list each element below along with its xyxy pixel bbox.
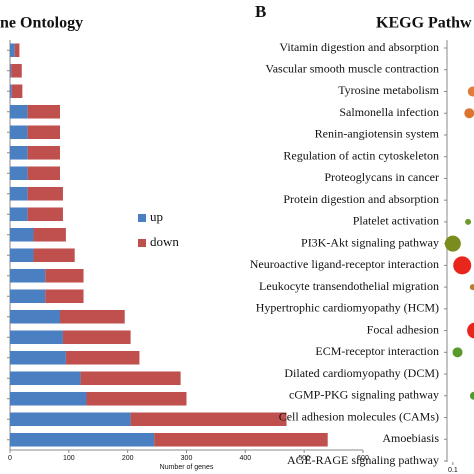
y-tick-label: Protein digestion and absorption	[283, 192, 439, 206]
bar-segment	[10, 166, 28, 181]
panel-label: B	[255, 2, 266, 21]
bar-segment	[10, 371, 81, 386]
bar-segment	[27, 145, 61, 160]
chart-title: ne Ontology	[0, 15, 83, 32]
x-axis-label: Number of genes	[160, 464, 214, 471]
x-tick-label: 300	[181, 455, 193, 462]
bar-segment	[65, 350, 140, 365]
x-tick-label: 200	[122, 455, 134, 462]
bar-segment	[10, 330, 63, 345]
y-tick-label: Proteoglycans in cancer	[324, 170, 439, 184]
bar-segment	[10, 248, 34, 263]
y-tick-label: Cell adhesion molecules (CAMs)	[279, 409, 439, 423]
bar-segment	[60, 309, 125, 324]
y-tick-label: Neuroactive ligand-receptor interaction	[250, 257, 439, 271]
bar-segment	[10, 207, 28, 222]
y-tick-label: Vascular smooth muscle contraction	[265, 61, 439, 75]
bar-segment	[27, 207, 63, 222]
dot	[469, 391, 474, 400]
y-tick-label: ECM-receptor interaction	[315, 344, 439, 358]
dot	[452, 347, 463, 358]
y-tick-label: Regulation of actin cytoskeleton	[283, 148, 439, 162]
y-tick-label: Hypertrophic cardiomyopathy (HCM)	[256, 301, 439, 315]
bar-segment	[27, 186, 63, 201]
bar-segment	[10, 309, 61, 324]
y-tick-label: Tyrosine metabolism	[338, 83, 439, 97]
y-tick-label: PI3K-Akt signaling pathway	[301, 235, 439, 249]
bar-segment	[10, 104, 28, 119]
dot	[464, 108, 474, 119]
legend-swatch	[138, 214, 146, 222]
y-tick-label: cGMP-PKG signaling pathway	[289, 388, 439, 402]
bar-segment	[10, 412, 131, 427]
bar-segment	[10, 268, 46, 283]
bar-segment	[10, 63, 12, 78]
bar-segment	[10, 227, 34, 242]
bar-segment	[10, 125, 28, 140]
bar-segment	[130, 412, 287, 427]
bar-segment	[10, 350, 66, 365]
bar-segment	[10, 145, 28, 160]
bar-segment	[33, 227, 66, 242]
bar-segment	[62, 330, 131, 345]
bar-segment	[86, 391, 187, 406]
dot	[467, 322, 474, 339]
bar-segment	[14, 43, 20, 58]
bar-segment	[11, 63, 22, 78]
dot	[465, 218, 472, 225]
bar-segment	[10, 432, 155, 447]
legend-label: up	[150, 209, 163, 224]
bar-segment	[10, 186, 28, 201]
bar-segment	[11, 84, 23, 99]
dot	[467, 86, 474, 97]
y-tick-label: Dilated cardiomyopathy (DCM)	[284, 366, 439, 380]
bar-segment	[154, 432, 328, 447]
bar-segment	[45, 268, 84, 283]
bar-segment	[10, 391, 87, 406]
x-tick-label: 600	[357, 455, 369, 462]
y-tick-label: Focal adhesion	[367, 322, 439, 336]
bar-segment	[10, 43, 15, 58]
legend-label: down	[150, 234, 179, 249]
bar-segment	[27, 125, 61, 140]
bar-segment	[27, 104, 61, 119]
y-tick-label: Amoebiasis	[382, 431, 439, 445]
bar-segment	[33, 248, 75, 263]
bar-segment	[45, 289, 84, 304]
x-tick-label: 0	[8, 455, 12, 462]
y-tick-label: Vitamin digestion and absorption	[279, 40, 439, 54]
legend-swatch	[138, 239, 146, 247]
y-tick-label: Leukocyte transendothelial migration	[259, 279, 439, 293]
dot	[453, 256, 472, 275]
y-tick-label: Salmonella infection	[339, 105, 439, 119]
bar-segment	[10, 84, 12, 99]
dot	[444, 235, 461, 252]
x-tick-label: 500	[298, 455, 310, 462]
chart-title: KEGG Pathw	[376, 15, 472, 32]
y-tick-label: Platelet activation	[353, 214, 439, 228]
y-tick-label: Renin-angiotensin system	[315, 127, 440, 141]
x-tick-label: 400	[239, 455, 251, 462]
bar-segment	[27, 166, 61, 181]
x-tick-label: 0.1	[448, 467, 458, 474]
y-tick-label: AGE-RAGE signaling pathway	[287, 453, 439, 467]
dot	[469, 284, 474, 291]
bar-segment	[10, 289, 46, 304]
x-tick-label: 100	[63, 455, 75, 462]
bar-segment	[80, 371, 181, 386]
